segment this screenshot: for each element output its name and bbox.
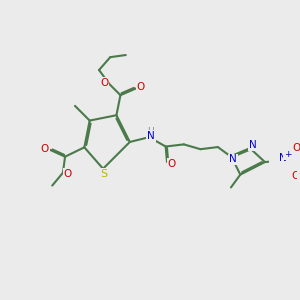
Text: O: O xyxy=(292,171,300,181)
Text: O: O xyxy=(41,144,49,154)
Text: N: N xyxy=(249,140,257,150)
Text: O: O xyxy=(292,143,300,153)
Text: ⁻: ⁻ xyxy=(298,171,300,181)
Text: O: O xyxy=(137,82,145,92)
Text: N: N xyxy=(147,131,155,141)
Text: O: O xyxy=(100,78,109,88)
Text: +: + xyxy=(284,150,291,159)
Text: N: N xyxy=(229,154,237,164)
Text: O: O xyxy=(64,169,72,179)
Text: H: H xyxy=(147,127,154,136)
Text: N: N xyxy=(279,153,286,163)
Text: S: S xyxy=(100,169,107,178)
Text: O: O xyxy=(168,159,176,169)
